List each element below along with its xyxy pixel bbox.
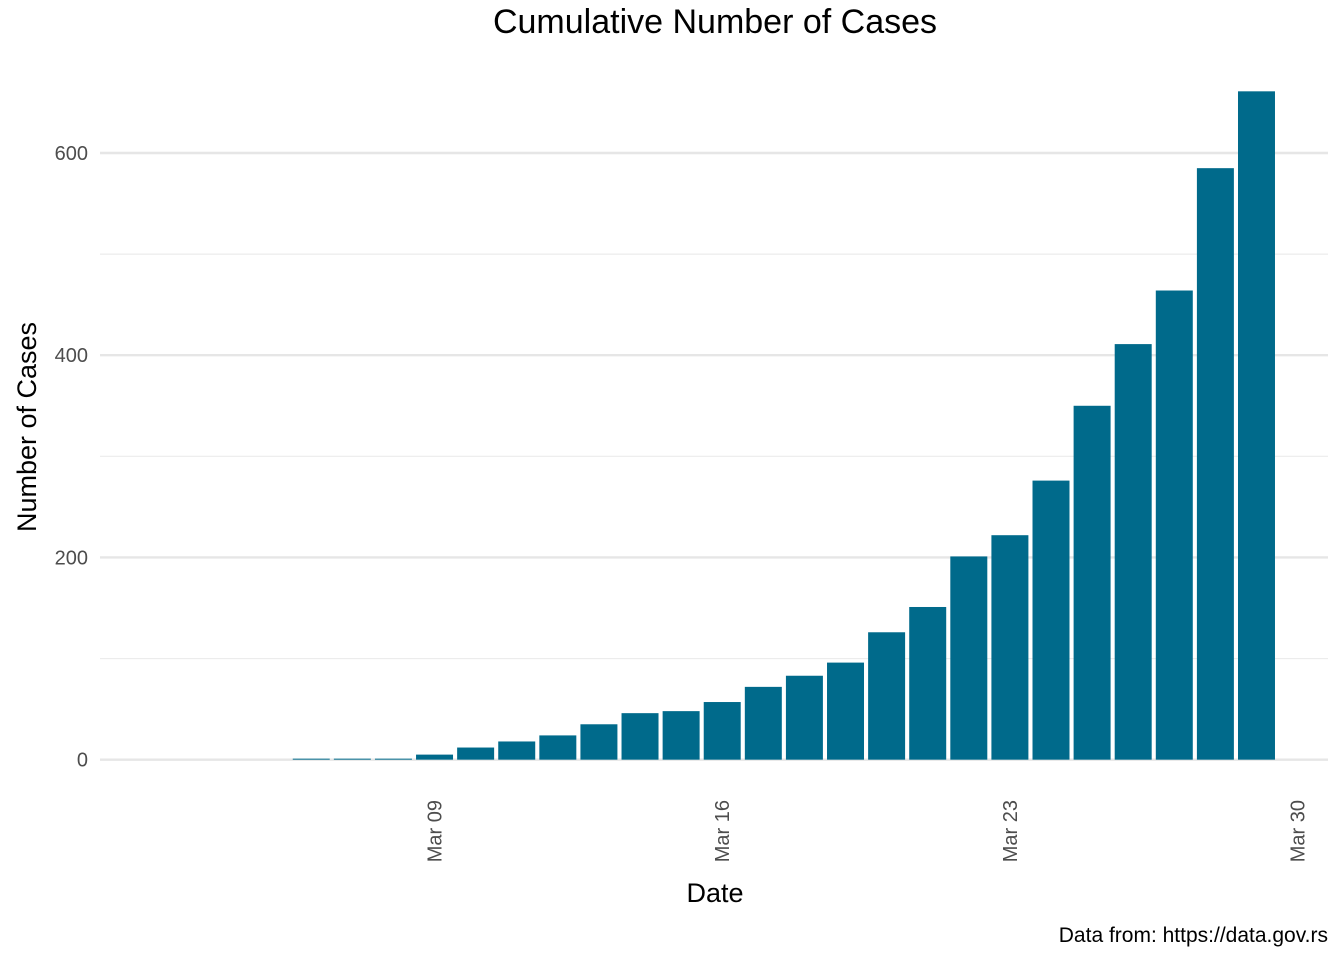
- bar: [744, 686, 782, 760]
- bar: [662, 711, 700, 760]
- data-source-caption: Data from: https://data.gov.rs: [1059, 924, 1328, 947]
- bar: [785, 675, 823, 760]
- y-tick-label: 200: [55, 547, 88, 569]
- bar: [539, 735, 577, 760]
- bars: [292, 91, 1275, 760]
- bar: [1073, 405, 1111, 760]
- bar: [1237, 91, 1275, 760]
- x-tick-label: Mar 09: [425, 800, 447, 862]
- bar: [703, 702, 741, 760]
- bar: [827, 662, 865, 760]
- bar: [498, 741, 536, 760]
- bar: [374, 758, 412, 760]
- bar: [416, 754, 454, 760]
- bar: [868, 632, 906, 760]
- bar: [333, 758, 371, 760]
- bar: [457, 747, 495, 760]
- bar: [909, 606, 947, 760]
- chart-title: Cumulative Number of Cases: [493, 3, 937, 41]
- bar: [1032, 480, 1070, 760]
- y-tick-label: 400: [55, 345, 88, 367]
- bar: [1196, 168, 1234, 760]
- x-tick-label: Mar 23: [1000, 800, 1022, 862]
- y-tick-label: 600: [55, 143, 88, 165]
- bar: [580, 724, 618, 760]
- x-axis-title: Date: [686, 878, 743, 908]
- x-tick-label: Mar 16: [712, 800, 734, 862]
- x-tick-label: Mar 30: [1288, 800, 1310, 862]
- bar: [991, 535, 1029, 760]
- bar: [621, 713, 659, 760]
- y-axis-title: Number of Cases: [12, 322, 42, 532]
- y-axis-ticks: 0 200 400 600: [55, 143, 88, 772]
- bar: [292, 758, 330, 760]
- bar: [1155, 290, 1193, 760]
- bar: [1114, 344, 1152, 760]
- y-tick-label: 0: [77, 750, 88, 772]
- bar: [950, 556, 988, 760]
- x-axis-ticks: Mar 09 Mar 16 Mar 23 Mar 30: [425, 800, 1310, 862]
